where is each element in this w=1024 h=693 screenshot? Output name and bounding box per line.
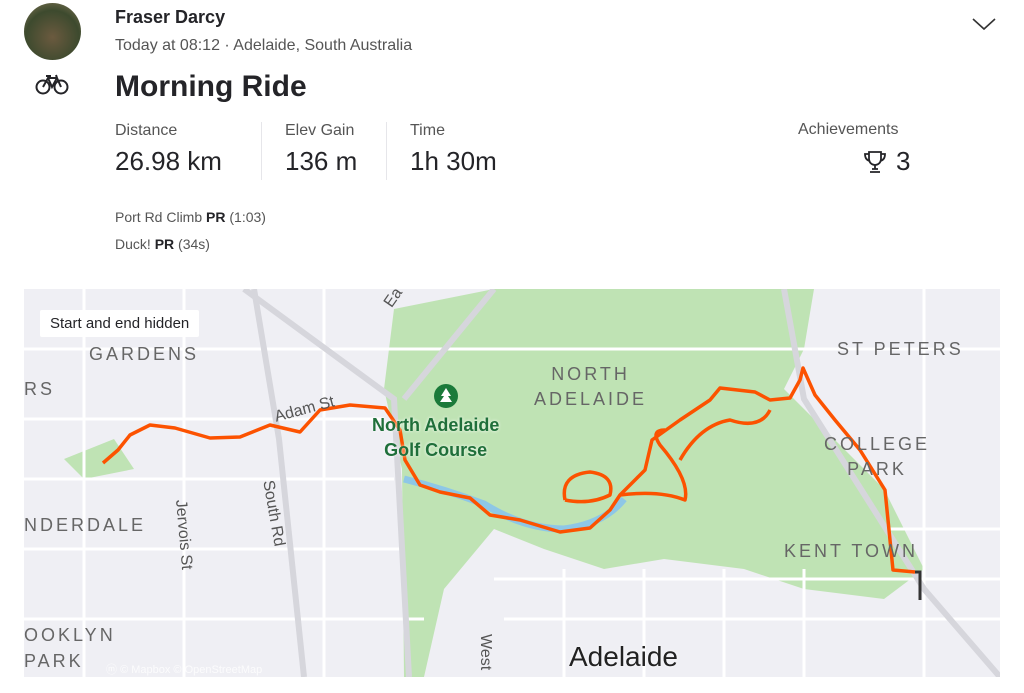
map-label: GARDENS xyxy=(89,344,200,364)
privacy-notice: Start and end hidden xyxy=(40,310,200,337)
stat-value: 136 m xyxy=(285,146,358,176)
route-map[interactable]: North Adelaide Golf Course GARDENS RS NDE… xyxy=(24,289,1000,677)
mapbox-logo-icon: ⓜ xyxy=(106,664,117,676)
map-label: KENT TOWN xyxy=(784,541,919,561)
avatar[interactable] xyxy=(24,3,81,60)
map-label: ST PETERS xyxy=(837,339,964,359)
activity-title: Morning Ride xyxy=(115,70,307,103)
hidden-route-segment xyxy=(915,570,922,600)
divider xyxy=(261,122,262,180)
route xyxy=(101,366,922,600)
map-canvas[interactable] xyxy=(24,289,1000,677)
pr-time: (1:03) xyxy=(229,209,266,225)
chevron-down-icon[interactable] xyxy=(972,16,996,32)
pr-time: (34s) xyxy=(178,236,210,252)
golf-course-label: North Adelaide Golf Course xyxy=(372,415,500,460)
map-label: West xyxy=(477,634,494,671)
achievements-value: 3 xyxy=(896,146,911,176)
streets xyxy=(24,289,1000,677)
stat-value: 26.98 km xyxy=(115,146,222,176)
map-label: NDERDALE xyxy=(24,515,147,535)
tree-icon xyxy=(434,384,458,413)
city-label: Adelaide xyxy=(569,641,678,672)
pr-badge: PR xyxy=(154,236,175,252)
pr-badge: PR xyxy=(206,209,226,225)
stat-label: Distance xyxy=(115,122,178,139)
stat-label: Time xyxy=(410,122,445,139)
divider xyxy=(386,122,387,180)
route-line xyxy=(101,366,916,574)
segment-name: Duck! xyxy=(115,236,151,252)
stat-time: Time 1h 30m xyxy=(410,122,497,177)
stat-label: Elev Gain xyxy=(285,122,355,139)
main-roads xyxy=(242,289,1000,677)
stat-elev-gain: Elev Gain 136 m xyxy=(285,122,357,177)
segment-name: Port Rd Climb xyxy=(115,209,203,225)
map-label: PARK xyxy=(24,651,84,671)
map-label: NORTH ADELAIDE xyxy=(534,364,648,409)
bicycle-icon xyxy=(35,74,69,95)
pr-item[interactable]: Duck! PR (34s) xyxy=(115,236,210,252)
athlete-name[interactable]: Fraser Darcy xyxy=(115,7,226,27)
map-label: COLLEGE PARK xyxy=(824,434,931,479)
trophy-icon xyxy=(864,150,886,173)
map-label: RS xyxy=(24,379,56,399)
achievements-label: Achievements xyxy=(798,121,899,138)
achievements-count[interactable]: 3 xyxy=(862,146,910,177)
map-attribution[interactable]: ⓜ © Mapbox © OpenStreetMap xyxy=(106,664,263,676)
stat-value: 1h 30m xyxy=(410,146,497,176)
stat-distance: Distance 26.98 km xyxy=(115,122,222,177)
pr-item[interactable]: Port Rd Climb PR (1:03) xyxy=(115,209,266,225)
activity-meta: Today at 08:12 · Adelaide, South Austral… xyxy=(115,37,413,54)
map-label: OOKLYN xyxy=(24,625,116,645)
route-line xyxy=(562,409,772,504)
